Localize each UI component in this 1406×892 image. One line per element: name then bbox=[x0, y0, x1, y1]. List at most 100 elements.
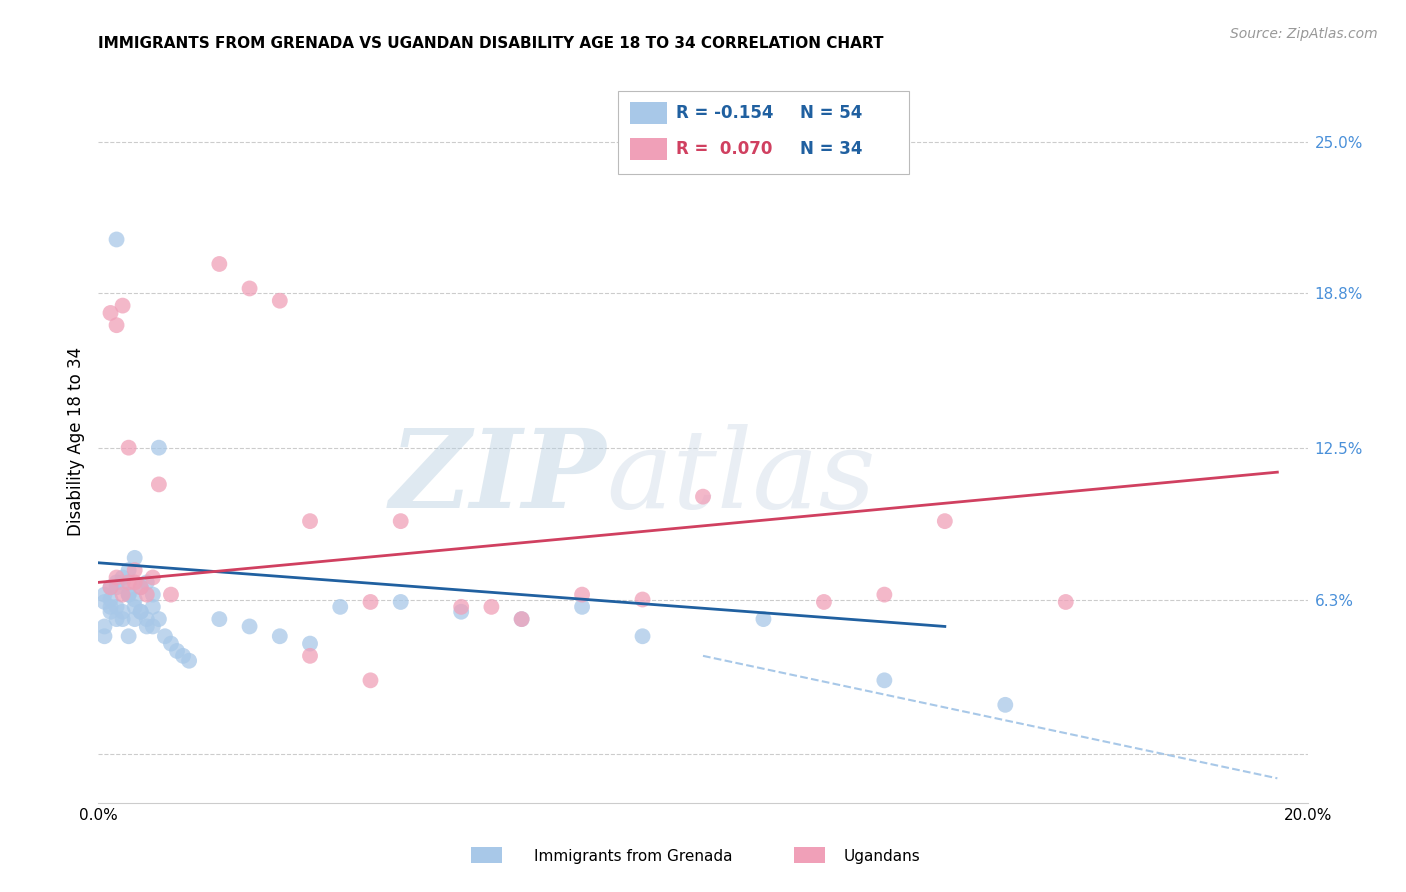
FancyBboxPatch shape bbox=[630, 138, 666, 160]
Point bbox=[111, 299, 134, 313]
Point bbox=[360, 673, 382, 688]
Point bbox=[93, 588, 115, 602]
Text: N = 54: N = 54 bbox=[800, 103, 862, 122]
Point bbox=[129, 580, 152, 594]
Point bbox=[571, 588, 593, 602]
Point bbox=[813, 595, 835, 609]
Point bbox=[135, 612, 157, 626]
Point bbox=[179, 654, 201, 668]
Point bbox=[100, 306, 122, 320]
Point bbox=[124, 592, 146, 607]
Text: Immigrants from Grenada: Immigrants from Grenada bbox=[534, 849, 733, 863]
Text: IMMIGRANTS FROM GRENADA VS UGANDAN DISABILITY AGE 18 TO 34 CORRELATION CHART: IMMIGRANTS FROM GRENADA VS UGANDAN DISAB… bbox=[98, 36, 884, 51]
Text: ZIP: ZIP bbox=[389, 424, 606, 532]
Point bbox=[124, 575, 146, 590]
Point bbox=[124, 599, 146, 614]
Point bbox=[153, 629, 176, 643]
Point bbox=[389, 514, 412, 528]
Point bbox=[100, 599, 122, 614]
Point bbox=[105, 318, 128, 333]
Point bbox=[934, 514, 956, 528]
Point bbox=[111, 605, 134, 619]
Point bbox=[142, 619, 165, 633]
Y-axis label: Disability Age 18 to 34: Disability Age 18 to 34 bbox=[66, 347, 84, 536]
Point bbox=[360, 595, 382, 609]
Point bbox=[118, 575, 141, 590]
Point bbox=[510, 612, 533, 626]
Point bbox=[148, 441, 170, 455]
Point bbox=[105, 612, 128, 626]
Point bbox=[239, 281, 262, 295]
Point bbox=[129, 605, 152, 619]
Point bbox=[118, 588, 141, 602]
Point bbox=[105, 599, 128, 614]
Point bbox=[873, 673, 896, 688]
Point bbox=[269, 629, 291, 643]
Point bbox=[135, 619, 157, 633]
Point bbox=[111, 575, 134, 590]
Point bbox=[631, 592, 654, 607]
Point bbox=[105, 575, 128, 590]
Point bbox=[873, 588, 896, 602]
Point bbox=[142, 570, 165, 584]
Point bbox=[166, 644, 188, 658]
FancyBboxPatch shape bbox=[619, 91, 908, 174]
Point bbox=[100, 580, 122, 594]
Point bbox=[118, 588, 141, 602]
Point bbox=[299, 514, 322, 528]
Point bbox=[208, 257, 231, 271]
Text: R =  0.070: R = 0.070 bbox=[676, 140, 773, 158]
Point bbox=[692, 490, 714, 504]
Point bbox=[129, 580, 152, 594]
FancyBboxPatch shape bbox=[630, 102, 666, 124]
Point bbox=[100, 592, 122, 607]
Point bbox=[299, 637, 322, 651]
Text: N = 34: N = 34 bbox=[800, 140, 862, 158]
Point bbox=[752, 612, 775, 626]
Point bbox=[135, 575, 157, 590]
Point bbox=[160, 588, 183, 602]
Text: atlas: atlas bbox=[606, 424, 876, 532]
Point bbox=[111, 612, 134, 626]
Point bbox=[172, 648, 194, 663]
Point bbox=[93, 629, 115, 643]
Point bbox=[118, 629, 141, 643]
Point bbox=[481, 599, 503, 614]
Point bbox=[142, 588, 165, 602]
Point bbox=[100, 580, 122, 594]
Text: R = -0.154: R = -0.154 bbox=[676, 103, 773, 122]
Point bbox=[135, 588, 157, 602]
Point bbox=[299, 648, 322, 663]
Point bbox=[105, 570, 128, 584]
Point bbox=[160, 637, 183, 651]
Point bbox=[994, 698, 1017, 712]
Point bbox=[148, 477, 170, 491]
Text: Ugandans: Ugandans bbox=[844, 849, 921, 863]
Point bbox=[571, 599, 593, 614]
Point bbox=[124, 563, 146, 577]
Point bbox=[124, 612, 146, 626]
Point bbox=[93, 595, 115, 609]
Point bbox=[631, 629, 654, 643]
Point bbox=[269, 293, 291, 308]
Point bbox=[450, 605, 472, 619]
Point bbox=[208, 612, 231, 626]
Point bbox=[118, 563, 141, 577]
Point bbox=[142, 599, 165, 614]
Point bbox=[105, 232, 128, 246]
Point bbox=[118, 441, 141, 455]
Point bbox=[450, 599, 472, 614]
Point bbox=[124, 550, 146, 565]
Point bbox=[329, 599, 352, 614]
Point bbox=[129, 605, 152, 619]
Point bbox=[148, 612, 170, 626]
Text: Source: ZipAtlas.com: Source: ZipAtlas.com bbox=[1230, 27, 1378, 41]
Point bbox=[105, 580, 128, 594]
Point bbox=[510, 612, 533, 626]
Point bbox=[111, 570, 134, 584]
Point bbox=[93, 619, 115, 633]
Point bbox=[1054, 595, 1077, 609]
Point bbox=[100, 605, 122, 619]
Point bbox=[239, 619, 262, 633]
Point bbox=[389, 595, 412, 609]
